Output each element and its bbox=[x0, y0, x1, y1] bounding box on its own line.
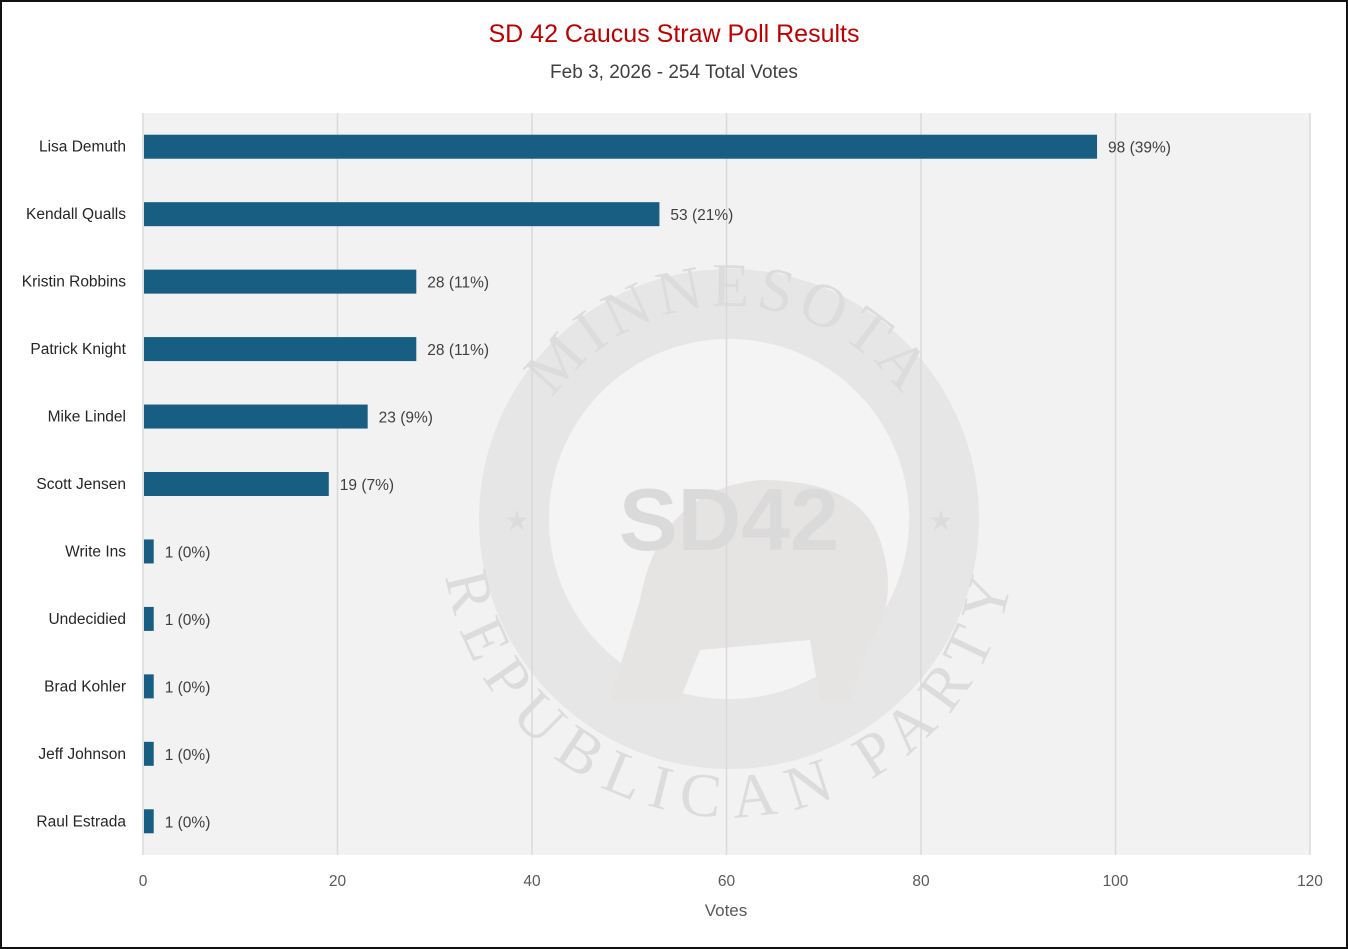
category-label: Jeff Johnson bbox=[38, 746, 126, 763]
category-label: Lisa Demuth bbox=[39, 139, 126, 156]
x-tick-label: 0 bbox=[139, 873, 148, 890]
category-label: Patrick Knight bbox=[30, 341, 126, 358]
bar bbox=[144, 337, 417, 362]
data-label: 98 (39%) bbox=[1108, 140, 1171, 157]
bar bbox=[144, 741, 154, 766]
bar bbox=[144, 809, 154, 834]
bar bbox=[144, 539, 154, 564]
x-tick-label: 120 bbox=[1297, 873, 1323, 890]
x-tick-label: 40 bbox=[523, 873, 541, 890]
watermark-center-text: SD42 bbox=[619, 470, 839, 569]
x-tick-label: 80 bbox=[912, 873, 930, 890]
category-label: Kristin Robbins bbox=[22, 274, 126, 291]
data-label: 28 (11%) bbox=[427, 342, 489, 359]
bar bbox=[144, 202, 660, 227]
category-label: Write Ins bbox=[65, 543, 126, 560]
category-label: Raul Estrada bbox=[36, 813, 126, 830]
x-tick-label: 100 bbox=[1103, 873, 1129, 890]
bar bbox=[144, 269, 417, 294]
data-label: 19 (7%) bbox=[340, 477, 394, 494]
category-label: Scott Jensen bbox=[36, 476, 126, 493]
x-tick-label: 60 bbox=[718, 873, 736, 890]
data-label: 53 (21%) bbox=[670, 207, 733, 224]
star-icon: ★ bbox=[928, 505, 953, 536]
data-label: 1 (0%) bbox=[165, 544, 211, 561]
elephant-icon bbox=[610, 480, 888, 700]
data-label: 1 (0%) bbox=[165, 679, 211, 696]
category-label: Undecidied bbox=[48, 611, 126, 628]
data-label: 1 (0%) bbox=[165, 814, 211, 831]
data-label: 1 (0%) bbox=[165, 747, 211, 764]
data-label: 1 (0%) bbox=[165, 612, 211, 629]
x-tick-label: 20 bbox=[329, 873, 347, 890]
data-label: 28 (11%) bbox=[427, 275, 489, 292]
category-label: Kendall Qualls bbox=[26, 206, 126, 223]
bar bbox=[144, 606, 154, 631]
star-icon: ★ bbox=[504, 505, 529, 536]
category-label: Mike Lindel bbox=[48, 409, 126, 426]
chart-title: SD 42 Caucus Straw Poll Results bbox=[489, 20, 860, 48]
bar bbox=[144, 472, 329, 496]
category-label: Brad Kohler bbox=[44, 678, 126, 695]
chart-subtitle: Feb 3, 2026 - 254 Total Votes bbox=[550, 62, 798, 83]
data-label: 23 (9%) bbox=[379, 410, 433, 427]
bar bbox=[144, 674, 154, 699]
bar bbox=[144, 404, 368, 429]
bar bbox=[144, 134, 1098, 159]
x-axis-label: Votes bbox=[705, 901, 748, 920]
